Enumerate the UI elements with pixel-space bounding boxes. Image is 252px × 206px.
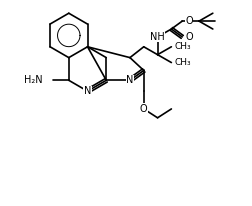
Text: N: N bbox=[84, 86, 91, 96]
Text: O: O bbox=[140, 104, 148, 114]
Text: H₂N: H₂N bbox=[23, 75, 42, 85]
Text: NH: NH bbox=[150, 32, 165, 42]
Text: N: N bbox=[126, 75, 134, 85]
Text: CH₃: CH₃ bbox=[174, 42, 191, 51]
Text: O: O bbox=[185, 32, 193, 42]
Text: CH₃: CH₃ bbox=[174, 58, 191, 67]
Text: O: O bbox=[185, 16, 193, 26]
